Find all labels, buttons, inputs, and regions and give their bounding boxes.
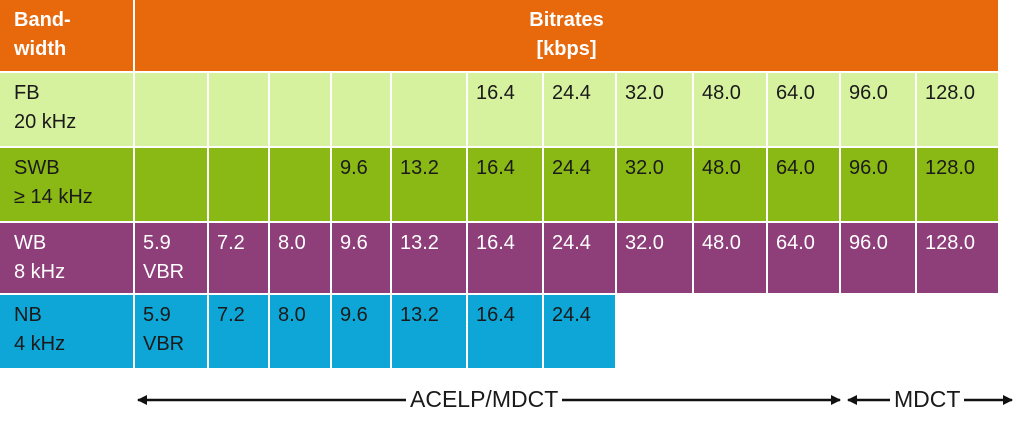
bitrate-cell: 32.0 — [617, 148, 694, 223]
bitrate-cell — [135, 73, 209, 148]
bitrate-cell: 7.2 — [209, 295, 270, 370]
bitrate-cell: 96.0 — [841, 223, 917, 295]
bitrate-cell: 24.4 — [544, 148, 617, 223]
bitrate-cell — [270, 73, 332, 148]
bitrate-cell: 16.4 — [468, 148, 544, 223]
bitrate-cell: 64.0 — [768, 73, 841, 148]
bitrate-cell: 5.9 VBR — [135, 223, 209, 295]
bitrate-cell — [768, 295, 841, 370]
bitrate-cell: 16.4 — [468, 295, 544, 370]
bitrate-cell: 13.2 — [392, 223, 468, 295]
bitrate-cell: 13.2 — [392, 148, 468, 223]
bitrate-cell: 8.0 — [270, 295, 332, 370]
bitrate-cell — [332, 73, 392, 148]
bitrate-cell — [392, 73, 468, 148]
bitrate-cell: 64.0 — [768, 223, 841, 295]
bitrate-cell: 24.4 — [544, 295, 617, 370]
bitrate-cell: 48.0 — [694, 223, 768, 295]
bandwidth-label-swb: SWB ≥ 14 kHz — [0, 148, 135, 223]
bandwidth-label-wb: WB 8 kHz — [0, 223, 135, 295]
bitrate-cell: 24.4 — [544, 223, 617, 295]
bitrate-cell: 16.4 — [468, 223, 544, 295]
bitrate-cell: 7.2 — [209, 223, 270, 295]
bitrate-cell: 48.0 — [694, 148, 768, 223]
bitrate-cell: 9.6 — [332, 148, 392, 223]
acelp-mdct-label: ACELP/MDCT — [406, 384, 563, 414]
bitrate-cell — [135, 148, 209, 223]
bitrate-cell: 32.0 — [617, 223, 694, 295]
bitrate-cell: 128.0 — [917, 73, 1000, 148]
bandwidth-label-nb: NB 4 kHz — [0, 295, 135, 370]
bandwidth-label-fb: FB 20 kHz — [0, 73, 135, 148]
header-bandwidth: Band- width — [0, 0, 135, 73]
bitrate-cell: 9.6 — [332, 223, 392, 295]
bitrate-table: Band- width Bitrates [kbps] FB 20 kHz 16.… — [0, 0, 1000, 370]
bitrate-cell: 8.0 — [270, 223, 332, 295]
mdct-label: MDCT — [890, 384, 965, 414]
bitrate-cell: 9.6 — [332, 295, 392, 370]
bitrate-cell — [209, 73, 270, 148]
codec-legend: ACELP/MDCT MDCT — [0, 380, 1020, 420]
bitrate-cell: 48.0 — [694, 73, 768, 148]
bitrate-cell: 13.2 — [392, 295, 468, 370]
bitrate-cell: 32.0 — [617, 73, 694, 148]
bitrate-cell — [617, 295, 694, 370]
bitrate-cell: 128.0 — [917, 223, 1000, 295]
bitrate-cell: 64.0 — [768, 148, 841, 223]
bitrate-cell: 16.4 — [468, 73, 544, 148]
bitrate-cell — [209, 148, 270, 223]
bitrate-cell — [841, 295, 917, 370]
bitrate-cell — [694, 295, 768, 370]
bitrate-cell: 5.9 VBR — [135, 295, 209, 370]
bitrate-cell: 128.0 — [917, 148, 1000, 223]
bitrate-cell — [270, 148, 332, 223]
bitrate-cell: 96.0 — [841, 148, 917, 223]
bitrate-cell: 24.4 — [544, 73, 617, 148]
header-bitrates: Bitrates [kbps] — [135, 0, 1000, 73]
bitrate-cell — [917, 295, 1000, 370]
bitrate-cell: 96.0 — [841, 73, 917, 148]
